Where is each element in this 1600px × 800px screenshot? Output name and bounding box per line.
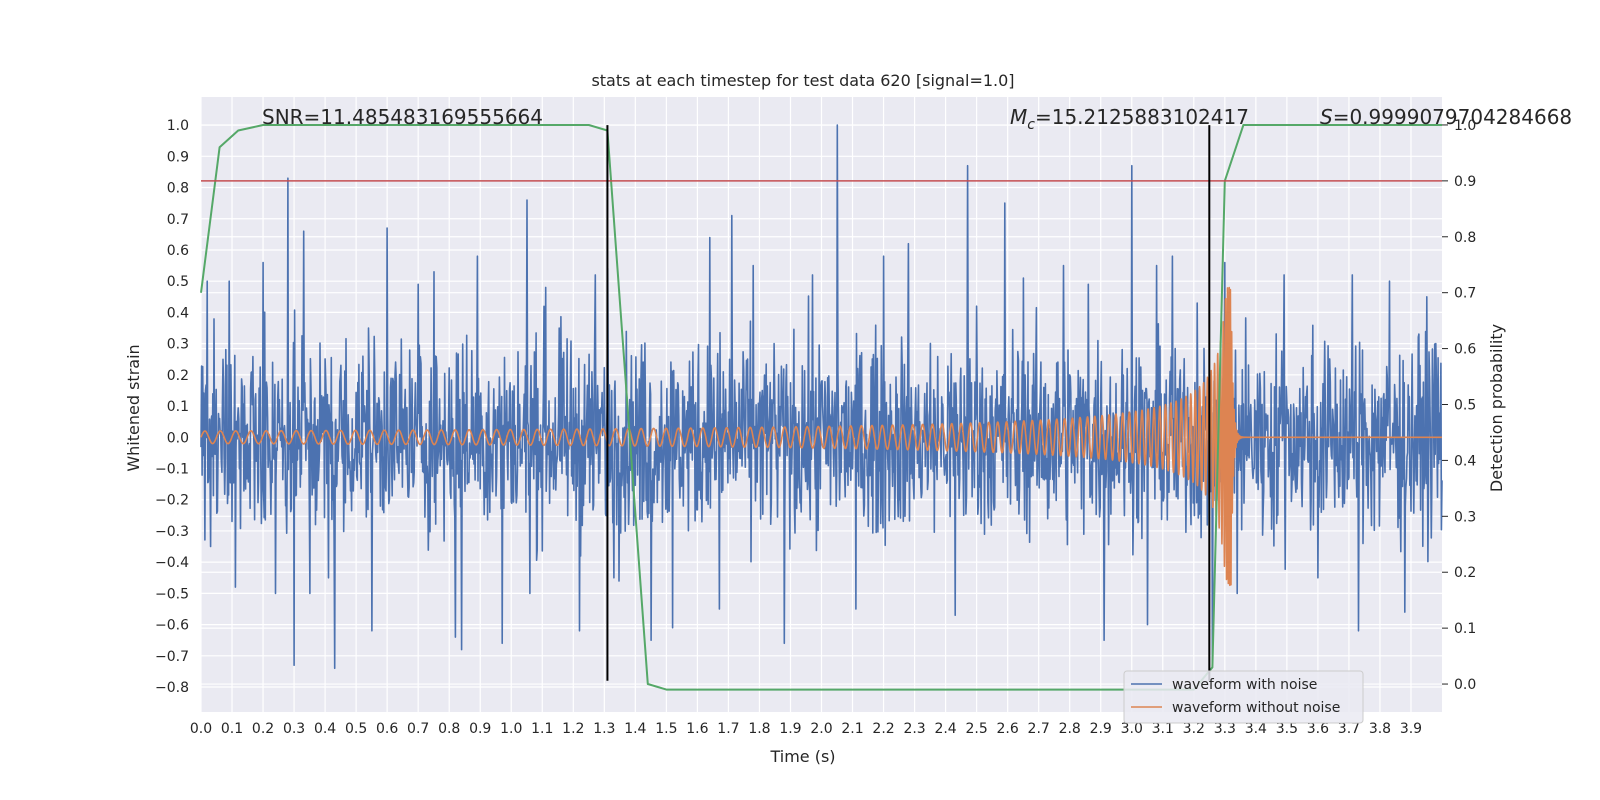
y-left-tick-label: −0.8 bbox=[155, 680, 189, 696]
y-left-tick-label: 0.9 bbox=[167, 149, 189, 165]
x-tick-label: 0.6 bbox=[376, 721, 398, 737]
y-right-tick-label: 0.5 bbox=[1454, 398, 1476, 414]
y-right-tick-label: 0.0 bbox=[1454, 677, 1476, 693]
y-left-tick-label: −0.3 bbox=[155, 524, 189, 540]
legend: waveform with noise waveform without noi… bbox=[1123, 670, 1364, 724]
x-tick-label: 0.9 bbox=[469, 721, 491, 737]
y-right-tick-label: 0.9 bbox=[1454, 174, 1476, 190]
y-left-tick-label: 0.1 bbox=[167, 399, 189, 415]
x-tick-label: 0.0 bbox=[190, 721, 212, 737]
x-tick-label: 2.4 bbox=[934, 721, 956, 737]
x-tick-label: 2.2 bbox=[872, 721, 894, 737]
x-tick-label: 1.1 bbox=[531, 721, 553, 737]
waveform-without-noise-series bbox=[200, 286, 1443, 587]
y-left-axis-label: Whitened strain bbox=[124, 344, 143, 471]
y-left-tick-label: 0.7 bbox=[167, 212, 189, 228]
x-tick-label: 3.8 bbox=[1369, 721, 1391, 737]
x-tick-label: 1.9 bbox=[779, 721, 801, 737]
y-left-tick-label: −0.1 bbox=[155, 461, 189, 477]
x-tick-label: 2.8 bbox=[1059, 721, 1081, 737]
x-tick-label: 1.2 bbox=[562, 721, 584, 737]
waveform-without-noise-line bbox=[200, 286, 1443, 587]
chart-title: stats at each timestep for test data 620… bbox=[591, 71, 1014, 90]
x-axis-label: Time (s) bbox=[769, 747, 835, 766]
x-tick-label: 1.0 bbox=[500, 721, 522, 737]
x-tick-label: 2.3 bbox=[903, 721, 925, 737]
legend-label-clean: waveform without noise bbox=[1172, 700, 1340, 716]
x-tick-label: 0.8 bbox=[438, 721, 460, 737]
score-annotation: S=0.9999079704284668 bbox=[1320, 105, 1572, 129]
x-tick-label: 1.5 bbox=[655, 721, 677, 737]
event-boundary-lines bbox=[606, 125, 1211, 681]
waveform-with-noise-series bbox=[200, 124, 1443, 670]
x-tick-label: 0.5 bbox=[345, 721, 367, 737]
x-tick-label: 1.7 bbox=[717, 721, 739, 737]
y-right-tick-label: 0.4 bbox=[1454, 453, 1476, 469]
y-left-tick-label: 1.0 bbox=[167, 118, 189, 134]
score-symbol: S bbox=[1320, 105, 1333, 129]
x-tick-label: 0.1 bbox=[221, 721, 243, 737]
x-tick-label: 2.1 bbox=[841, 721, 863, 737]
x-tick-label: 2.6 bbox=[997, 721, 1019, 737]
y-right-tick-label: 0.1 bbox=[1454, 621, 1476, 637]
x-tick-label: 3.7 bbox=[1338, 721, 1360, 737]
y-right-axis-ticks: 0.0 0.1 0.2 0.3 0.4 0.5 0.6 0.7 0.8 0.9 1.0 bbox=[1442, 118, 1476, 693]
chirp-mass-subscript: c bbox=[1027, 117, 1035, 133]
y-left-tick-label: −0.7 bbox=[155, 649, 189, 665]
legend-label-noise: waveform with noise bbox=[1172, 677, 1317, 693]
x-tick-label: 1.8 bbox=[748, 721, 770, 737]
x-tick-label: 3.5 bbox=[1276, 721, 1298, 737]
y-right-tick-label: 0.3 bbox=[1454, 509, 1476, 525]
y-right-tick-label: 1.0 bbox=[1454, 118, 1476, 134]
snr-annotation: SNR=11.485483169555664 bbox=[262, 105, 543, 129]
y-left-tick-label: 0.2 bbox=[167, 368, 189, 384]
x-tick-label: 3.0 bbox=[1121, 721, 1143, 737]
x-tick-label: 2.7 bbox=[1028, 721, 1050, 737]
y-left-tick-label: −0.2 bbox=[155, 493, 189, 509]
y-left-tick-label: 0.5 bbox=[167, 274, 189, 290]
x-tick-label: 3.2 bbox=[1183, 721, 1205, 737]
x-tick-label: 3.6 bbox=[1307, 721, 1329, 737]
legend-box bbox=[1123, 670, 1364, 724]
x-tick-label: 2.5 bbox=[965, 721, 987, 737]
x-tick-label: 0.3 bbox=[283, 721, 305, 737]
x-tick-label: 1.6 bbox=[686, 721, 708, 737]
y-left-tick-label: 0.4 bbox=[167, 305, 189, 321]
y-left-tick-label: −0.4 bbox=[155, 555, 189, 571]
waveform-with-noise-line bbox=[200, 124, 1443, 670]
y-left-tick-label: 0.0 bbox=[167, 430, 189, 446]
score-value: =0.9999079704284668 bbox=[1333, 105, 1572, 129]
x-tick-label: 3.9 bbox=[1400, 721, 1422, 737]
y-left-tick-label: −0.5 bbox=[155, 586, 189, 602]
x-tick-label: 3.1 bbox=[1152, 721, 1174, 737]
y-left-axis-ticks: −0.8 −0.7 −0.6 −0.5 −0.4 −0.3 −0.2 −0.1 0.0 0.1 0.… bbox=[155, 118, 189, 696]
y-right-axis-label: Detection probability bbox=[1487, 324, 1506, 492]
y-left-tick-label: 0.8 bbox=[167, 181, 189, 197]
y-left-tick-label: −0.6 bbox=[155, 618, 189, 634]
x-tick-label: 2.0 bbox=[810, 721, 832, 737]
x-tick-label: 0.7 bbox=[407, 721, 429, 737]
y-left-tick-label: 0.6 bbox=[167, 243, 189, 259]
chirp-mass-symbol: M bbox=[1010, 105, 1027, 129]
x-tick-label: 0.4 bbox=[314, 721, 336, 737]
y-right-tick-label: 0.8 bbox=[1454, 230, 1476, 246]
y-right-tick-label: 0.2 bbox=[1454, 565, 1476, 581]
x-tick-label: 3.4 bbox=[1245, 721, 1267, 737]
x-tick-label: 1.4 bbox=[624, 721, 646, 737]
x-tick-label: 1.3 bbox=[593, 721, 615, 737]
y-right-tick-label: 0.6 bbox=[1454, 342, 1476, 358]
chirp-mass-value: =15.2125883102417 bbox=[1035, 105, 1249, 129]
chirp-mass-annotation: Mc=15.2125883102417 bbox=[1010, 105, 1249, 133]
y-right-tick-label: 0.7 bbox=[1454, 286, 1476, 302]
x-tick-label: 2.9 bbox=[1090, 721, 1112, 737]
x-tick-label: 3.3 bbox=[1214, 721, 1236, 737]
x-axis-ticks: 0.0 0.1 0.2 0.3 0.4 0.5 0.6 0.7 0.8 0.9 1.0 1.1 1.2 1… bbox=[190, 721, 1422, 737]
y-left-tick-label: 0.3 bbox=[167, 337, 189, 353]
x-tick-label: 0.2 bbox=[252, 721, 274, 737]
